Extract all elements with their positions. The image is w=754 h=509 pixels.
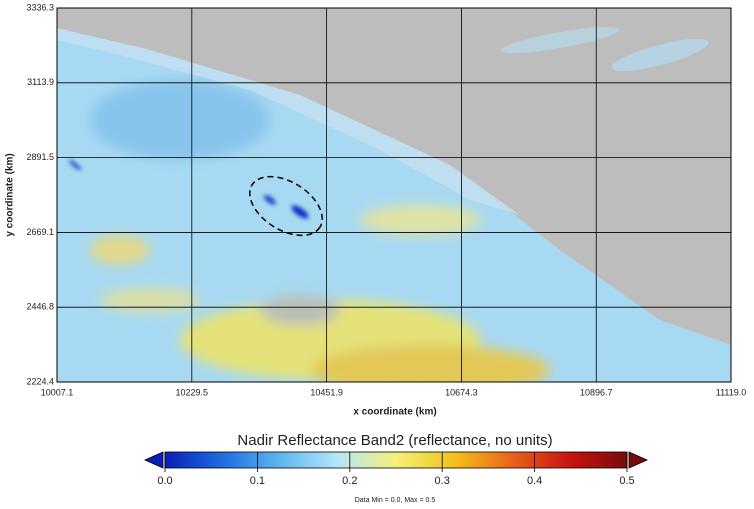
- plot-frame: [56, 7, 732, 383]
- y-tick-label: 2669.1: [26, 227, 54, 237]
- colorbar: [164, 451, 628, 469]
- colorbar-title: Nadir Reflectance Band2 (reflectance, no…: [237, 432, 552, 449]
- colorbar-tick-label: 0.3: [435, 475, 450, 487]
- colorbar-tick-label: 0.0: [157, 475, 172, 487]
- colorbar-arrow-low: [144, 451, 164, 469]
- x-tick-label: 11119.0: [716, 387, 747, 397]
- y-axis-label: y coordinate (km): [5, 153, 16, 236]
- colorbar-tick-label: 0.1: [250, 475, 265, 487]
- y-tick-label: 2891.5: [26, 152, 54, 162]
- raster: [57, 8, 731, 382]
- x-tick-label: 10229.5: [176, 387, 209, 397]
- annotation-ellipse: [249, 175, 323, 237]
- colorbar-tick-label: 0.2: [342, 475, 357, 487]
- y-tick-label: 2224.4: [26, 376, 54, 386]
- y-tick-label: 2446.8: [26, 302, 54, 312]
- data-note: Data Min = 0.0, Max = 0.5: [355, 497, 436, 504]
- colorbar-tick-label: 0.4: [527, 475, 542, 487]
- x-tick-label: 10674.3: [445, 387, 478, 397]
- x-tick-label: 10007.1: [41, 387, 74, 397]
- y-tick-label: 3113.9: [27, 77, 54, 87]
- colorbar-tick-label: 0.5: [619, 475, 634, 487]
- x-axis-label: x coordinate (km): [353, 407, 436, 418]
- colorbar-arrow-high: [628, 451, 648, 469]
- x-tick-label: 10896.7: [580, 387, 613, 397]
- x-tick-label: 10451.9: [310, 387, 343, 397]
- y-tick-label: 3336.3: [26, 2, 54, 12]
